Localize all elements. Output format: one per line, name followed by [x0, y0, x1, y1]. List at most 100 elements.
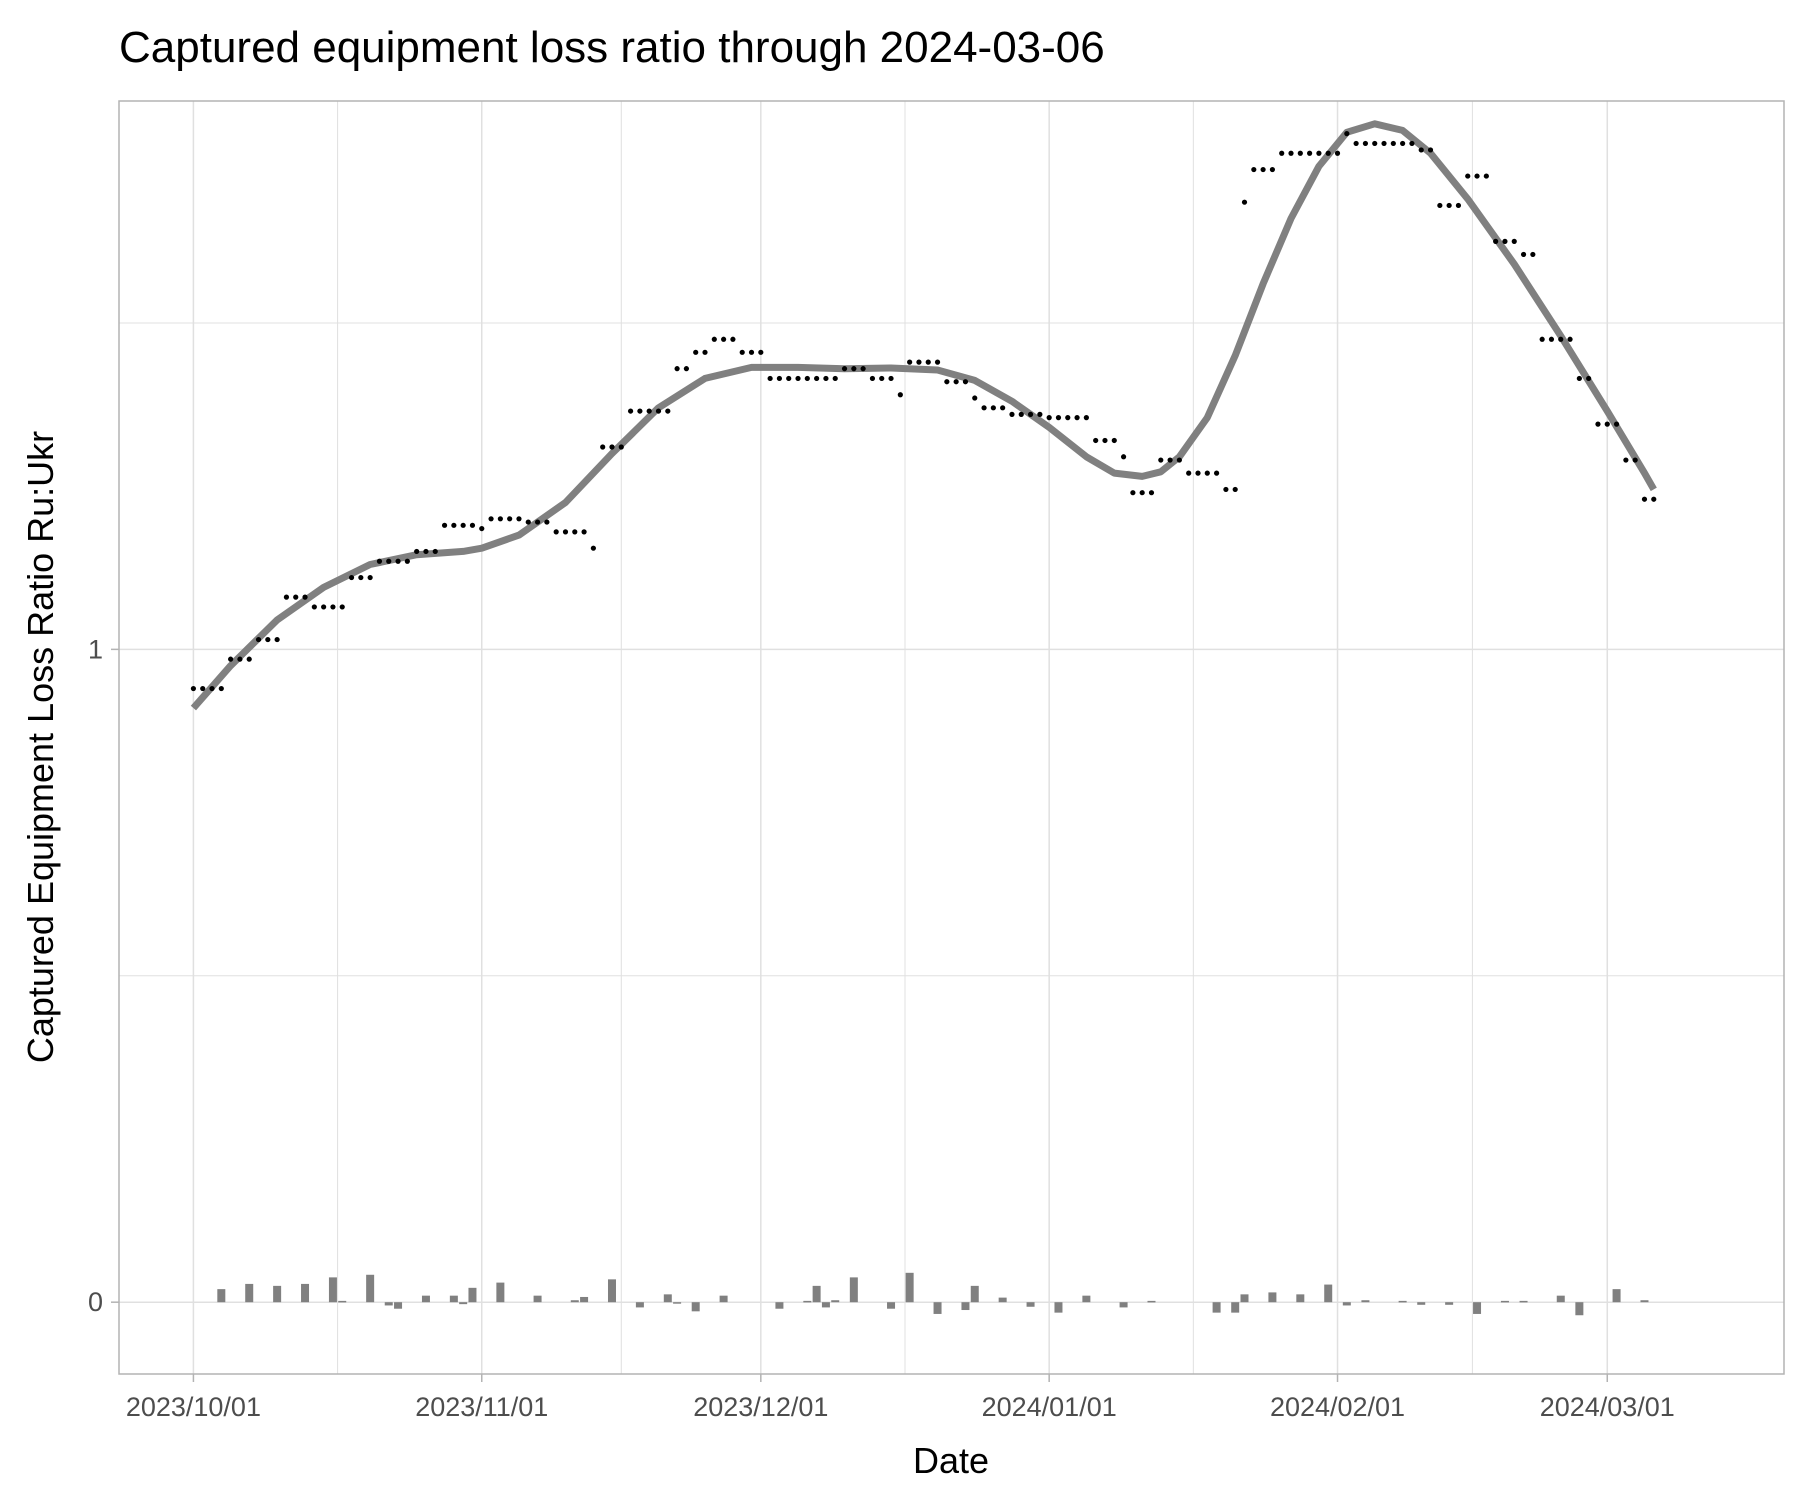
data-point	[265, 636, 271, 643]
bar	[468, 1287, 477, 1303]
data-point	[1093, 437, 1099, 444]
data-point	[190, 685, 197, 692]
data-point	[655, 408, 662, 414]
x-tick-label: 2023/11/01	[415, 1392, 548, 1422]
panel-border	[118, 100, 1785, 1375]
data-point	[534, 519, 541, 525]
bar	[849, 1277, 858, 1303]
y-tick-label: 0	[88, 1287, 103, 1317]
bar	[1398, 1300, 1407, 1303]
data-point	[1120, 454, 1127, 460]
data-point	[1613, 421, 1620, 427]
data-point	[646, 408, 652, 414]
data-point	[1307, 150, 1313, 156]
data-point	[348, 574, 355, 581]
data-point	[451, 522, 457, 528]
y-tick-label: 1	[88, 634, 103, 664]
data-point	[637, 408, 643, 414]
data-point	[916, 359, 922, 365]
bar	[663, 1294, 672, 1303]
bar	[366, 1274, 375, 1303]
data-point	[823, 375, 829, 382]
bar	[570, 1300, 579, 1303]
data-point	[972, 395, 978, 401]
data-point	[832, 375, 838, 382]
data-point	[1260, 166, 1266, 173]
data-point	[795, 375, 801, 382]
data-point	[1269, 166, 1276, 173]
data-point	[404, 558, 410, 564]
data-point	[274, 636, 280, 643]
data-point	[311, 604, 317, 610]
data-point	[1241, 199, 1248, 205]
data-point	[395, 558, 401, 564]
data-point	[739, 349, 745, 355]
bar	[887, 1302, 896, 1309]
data-point	[460, 522, 466, 528]
data-point	[1493, 238, 1499, 244]
data-point	[1102, 437, 1108, 444]
data-point	[1037, 411, 1043, 417]
data-point	[1074, 415, 1080, 421]
bar	[1240, 1294, 1249, 1303]
data-point	[293, 594, 299, 600]
data-point	[730, 336, 736, 342]
x-tick-label: 2024/02/01	[1270, 1392, 1405, 1422]
data-point	[1186, 470, 1192, 476]
bar	[533, 1295, 542, 1303]
data-point	[237, 656, 243, 662]
data-point	[600, 444, 606, 450]
data-point	[665, 408, 671, 414]
data-point	[702, 349, 708, 355]
bar	[1519, 1300, 1528, 1303]
data-point	[674, 366, 680, 372]
data-point	[618, 444, 624, 450]
bar	[1212, 1302, 1221, 1313]
bar	[459, 1302, 468, 1305]
data-point	[990, 405, 996, 411]
data-point	[432, 548, 438, 555]
bar	[384, 1302, 393, 1306]
bar	[905, 1272, 914, 1303]
data-point	[1437, 202, 1443, 209]
data-point	[1558, 336, 1564, 342]
data-point	[1418, 147, 1424, 153]
bar	[1119, 1302, 1128, 1308]
bar	[831, 1300, 840, 1303]
x-axis-title: Date	[913, 1440, 989, 1481]
data-point	[1604, 421, 1610, 427]
bar	[1268, 1292, 1277, 1303]
data-point	[544, 519, 550, 525]
bar	[607, 1279, 616, 1303]
bar	[1640, 1300, 1649, 1303]
data-point	[1372, 140, 1378, 147]
x-axis: 2023/10/01 2023/11/01 2023/12/01 2024/01/01…	[126, 1374, 1675, 1422]
data-point	[1511, 238, 1517, 244]
data-point	[1474, 173, 1480, 179]
data-point	[869, 375, 876, 382]
data-point	[748, 349, 755, 355]
data-point	[1288, 150, 1294, 156]
x-tick-label: 2024/01/01	[982, 1392, 1117, 1422]
data-point	[1055, 415, 1062, 421]
data-point	[1139, 490, 1145, 496]
data-point	[386, 558, 392, 564]
data-point	[851, 366, 857, 372]
data-point	[507, 516, 513, 522]
data-point	[609, 444, 615, 450]
data-point	[423, 548, 429, 555]
data-point	[516, 516, 522, 522]
x-tick-label: 2023/12/01	[693, 1392, 828, 1422]
bar	[812, 1285, 821, 1303]
bar	[673, 1302, 682, 1304]
data-point	[1148, 490, 1155, 496]
data-point	[1297, 150, 1303, 156]
bar	[217, 1289, 226, 1303]
data-point	[711, 336, 717, 342]
data-point	[814, 375, 820, 382]
chart-title: Captured equipment loss ratio through 20…	[119, 23, 1105, 72]
data-point	[1502, 238, 1508, 244]
data-point	[758, 349, 764, 355]
bar	[338, 1300, 347, 1303]
data-point	[218, 685, 224, 692]
